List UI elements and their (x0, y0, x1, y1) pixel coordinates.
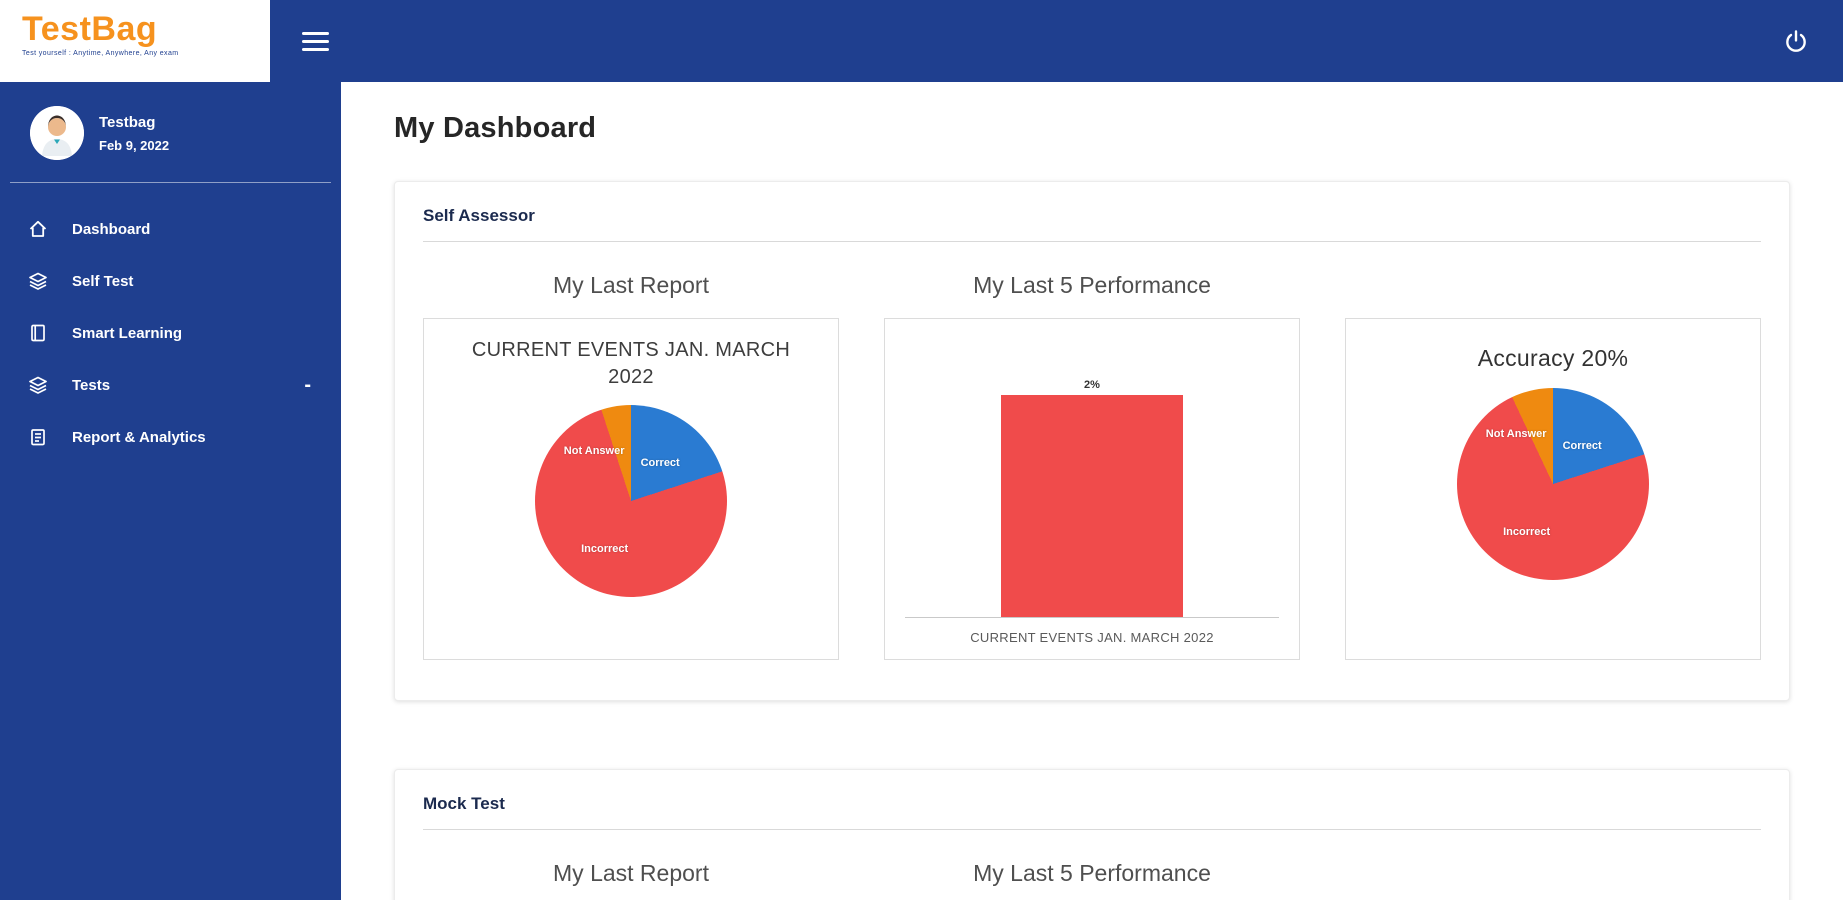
pie-slice-label: Not Answer (563, 445, 625, 458)
last5-performance-column: My Last 5 Performance 2% CURRENT EVENTS … (884, 272, 1300, 660)
user-date: Feb 9, 2022 (99, 137, 170, 153)
bar-chart-axis (904, 617, 1280, 618)
last-report-column: My Last Report CURRENT EVENTS JAN. MARCH… (423, 272, 839, 660)
hamburger-menu-icon[interactable] (296, 26, 335, 57)
bar-chart-category-label: CURRENT EVENTS JAN. MARCH 2022 (970, 630, 1214, 645)
column-heading: My Last Report (553, 272, 709, 298)
layers-icon (28, 271, 48, 291)
bar-stack: 2% (1001, 373, 1183, 617)
power-icon[interactable] (1783, 28, 1809, 54)
logo-text: TestBag (22, 10, 158, 48)
sidebar-divider (10, 182, 331, 183)
pie-chart-title: CURRENT EVENTS JAN. MARCH 2022 (471, 339, 791, 388)
card-title: Mock Test (423, 794, 505, 813)
report-icon (28, 427, 48, 447)
layers-icon (28, 375, 48, 395)
top-bar: TestBag Test yourself : Anytime, Anywher… (0, 0, 1843, 82)
column-heading-empty (1345, 272, 1761, 300)
chart-columns: My Last Report CURRENT EVENTS JAN. MARCH… (423, 272, 1761, 660)
sidebar-item-smart-learning[interactable]: Smart Learning (0, 307, 341, 359)
accuracy-chart-box: Accuracy 20% Not Answer Correct Incorrec… (1345, 318, 1761, 660)
user-meta: Testbag Feb 9, 2022 (99, 114, 169, 153)
sidebar-nav: Dashboard Self Test Smart Learning (0, 203, 341, 463)
card-divider (423, 241, 1761, 242)
chart-columns: My Last Report My Last 5 Performance (423, 860, 1761, 900)
column-heading: My Last Report (553, 860, 709, 886)
pie-slice-label: Incorrect (1503, 526, 1551, 539)
column-heading: My Last 5 Performance (973, 860, 1211, 886)
home-icon (28, 219, 48, 239)
avatar (30, 106, 84, 160)
pie-slice-label: Incorrect (581, 543, 629, 556)
self-assessor-card: Self Assessor My Last Report CURRENT EVE… (394, 181, 1790, 701)
logo[interactable]: TestBag Test yourself : Anytime, Anywher… (0, 0, 270, 82)
pie-slice-label: Not Answer (1485, 428, 1547, 441)
page-header: My Dashboard (394, 82, 1790, 181)
sidebar-item-label: Self Test (72, 272, 134, 290)
sidebar-item-label: Dashboard (72, 220, 151, 238)
book-icon (28, 323, 48, 343)
sidebar-item-label: Report & Analytics (72, 428, 206, 446)
last-report-column: My Last Report (423, 860, 839, 900)
logo-tagline: Test yourself : Anytime, Anywhere, Any e… (22, 50, 179, 57)
sidebar: Testbag Feb 9, 2022 Dashboard Self Test (0, 82, 341, 900)
sidebar-item-label: Tests (72, 376, 111, 394)
last-report-chart-box: CURRENT EVENTS JAN. MARCH 2022 Not Answe… (423, 318, 839, 660)
card-title: Self Assessor (423, 206, 535, 225)
collapse-indicator[interactable]: - (304, 374, 311, 396)
main-content: My Dashboard Self Assessor My Last Repor… (341, 82, 1843, 900)
bar-value-label: 2% (1084, 379, 1100, 392)
accuracy-pie-chart: Not Answer Correct Incorrect (1457, 388, 1649, 581)
column-heading: My Last 5 Performance (973, 272, 1211, 298)
performance-bar (1001, 395, 1183, 617)
mock-test-card: Mock Test My Last Report My Last 5 Perfo… (394, 769, 1790, 900)
sidebar-item-tests[interactable]: Tests - (0, 359, 341, 411)
sidebar-item-label: Smart Learning (72, 324, 183, 342)
user-name: Testbag (99, 113, 156, 131)
sidebar-item-dashboard[interactable]: Dashboard (0, 203, 341, 255)
accuracy-column (1345, 860, 1761, 900)
last5-performance-chart-box: 2% CURRENT EVENTS JAN. MARCH 2022 (884, 318, 1300, 660)
page-title: My Dashboard (394, 112, 597, 144)
accuracy-column: Accuracy 20% Not Answer Correct Incorrec… (1345, 272, 1761, 660)
sidebar-item-report-analytics[interactable]: Report & Analytics (0, 411, 341, 463)
last-report-pie-chart: Not Answer Correct Incorrect (535, 405, 727, 597)
last5-performance-column: My Last 5 Performance (884, 860, 1300, 900)
sidebar-item-self-test[interactable]: Self Test (0, 255, 341, 307)
card-divider (423, 829, 1761, 830)
user-profile: Testbag Feb 9, 2022 (0, 82, 341, 182)
bar-chart-plot: 2% (897, 373, 1287, 617)
pie-slice-label: Correct (640, 456, 680, 469)
pie-slice-label: Correct (1562, 439, 1602, 452)
accuracy-title: Accuracy 20% (1477, 345, 1629, 371)
